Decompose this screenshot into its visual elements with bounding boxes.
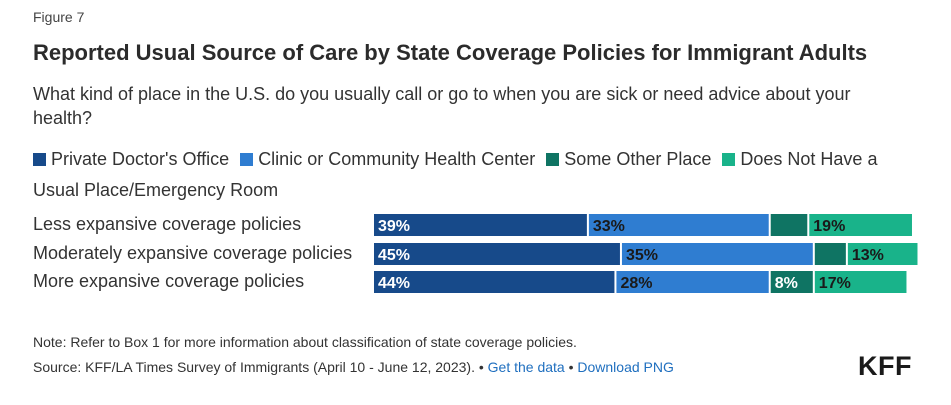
chart-subtitle: What kind of place in the U.S. do you us…	[33, 84, 851, 128]
bar-segment	[588, 214, 769, 236]
legend-label: Private Doctor's Office	[51, 149, 230, 169]
legend-swatch	[33, 153, 46, 166]
legend-swatch	[722, 153, 736, 166]
category-label-moderate: Moderately expansive coverage policies	[33, 243, 353, 263]
legend-item-private-doctor: Private Doctor's Office	[33, 149, 229, 169]
data-label: 44%	[378, 275, 410, 292]
download-png-link[interactable]: Download PNG	[577, 359, 674, 375]
get-data-link[interactable]: Get the data	[487, 359, 565, 375]
bar-segment	[814, 271, 907, 293]
legend: Private Doctor's Office Clinic or Commun…	[33, 144, 928, 206]
bar-segment	[814, 243, 846, 265]
legend-label: Does Not Have a Usual Place/Emergency Ro…	[33, 149, 878, 200]
legend-swatch	[240, 153, 254, 166]
bar-segment	[374, 271, 615, 293]
category-label-more: More expansive coverage policies	[33, 271, 305, 291]
data-label: 17%	[819, 275, 851, 292]
bar-segment	[621, 243, 813, 265]
data-label: 28%	[620, 275, 652, 292]
source-text: Source: KFF/LA Times Survey of Immigrant…	[33, 359, 484, 375]
bar-segment	[809, 214, 912, 236]
legend-label: Clinic or Community Health Center	[258, 149, 536, 169]
bar-segment	[770, 214, 808, 236]
data-label: 45%	[378, 247, 410, 264]
legend-item-other-place: Some Other Place	[546, 149, 711, 169]
footer-separator: •	[568, 359, 574, 375]
footer-note: Note: Refer to Box 1 for more informatio…	[33, 334, 577, 350]
chart-title: Reported Usual Source of Care by State C…	[33, 40, 868, 65]
legend-item-no-usual-place: Does Not Have a Usual Place/Emergency Ro…	[33, 149, 877, 200]
data-label: 19%	[813, 218, 845, 235]
data-label: 13%	[852, 247, 884, 264]
footer-source: Source: KFF/LA Times Survey of Immigrant…	[33, 359, 674, 375]
legend-label: Some Other Place	[564, 149, 712, 169]
bar-segment	[847, 243, 918, 265]
data-label: 39%	[378, 218, 410, 235]
legend-swatch	[546, 153, 560, 166]
bar-segment	[374, 214, 587, 236]
bar-segment	[770, 271, 813, 293]
bar-segment	[616, 271, 769, 293]
category-label-less: Less expansive coverage policies	[33, 214, 302, 234]
figure-label: Figure 7	[33, 9, 85, 25]
data-label: 35%	[626, 247, 658, 264]
legend-item-clinic: Clinic or Community Health Center	[240, 149, 535, 169]
bar-segment	[374, 243, 620, 265]
data-label: 8%	[775, 275, 798, 292]
data-label: 33%	[593, 218, 625, 235]
kff-logo: KFF	[858, 351, 912, 381]
